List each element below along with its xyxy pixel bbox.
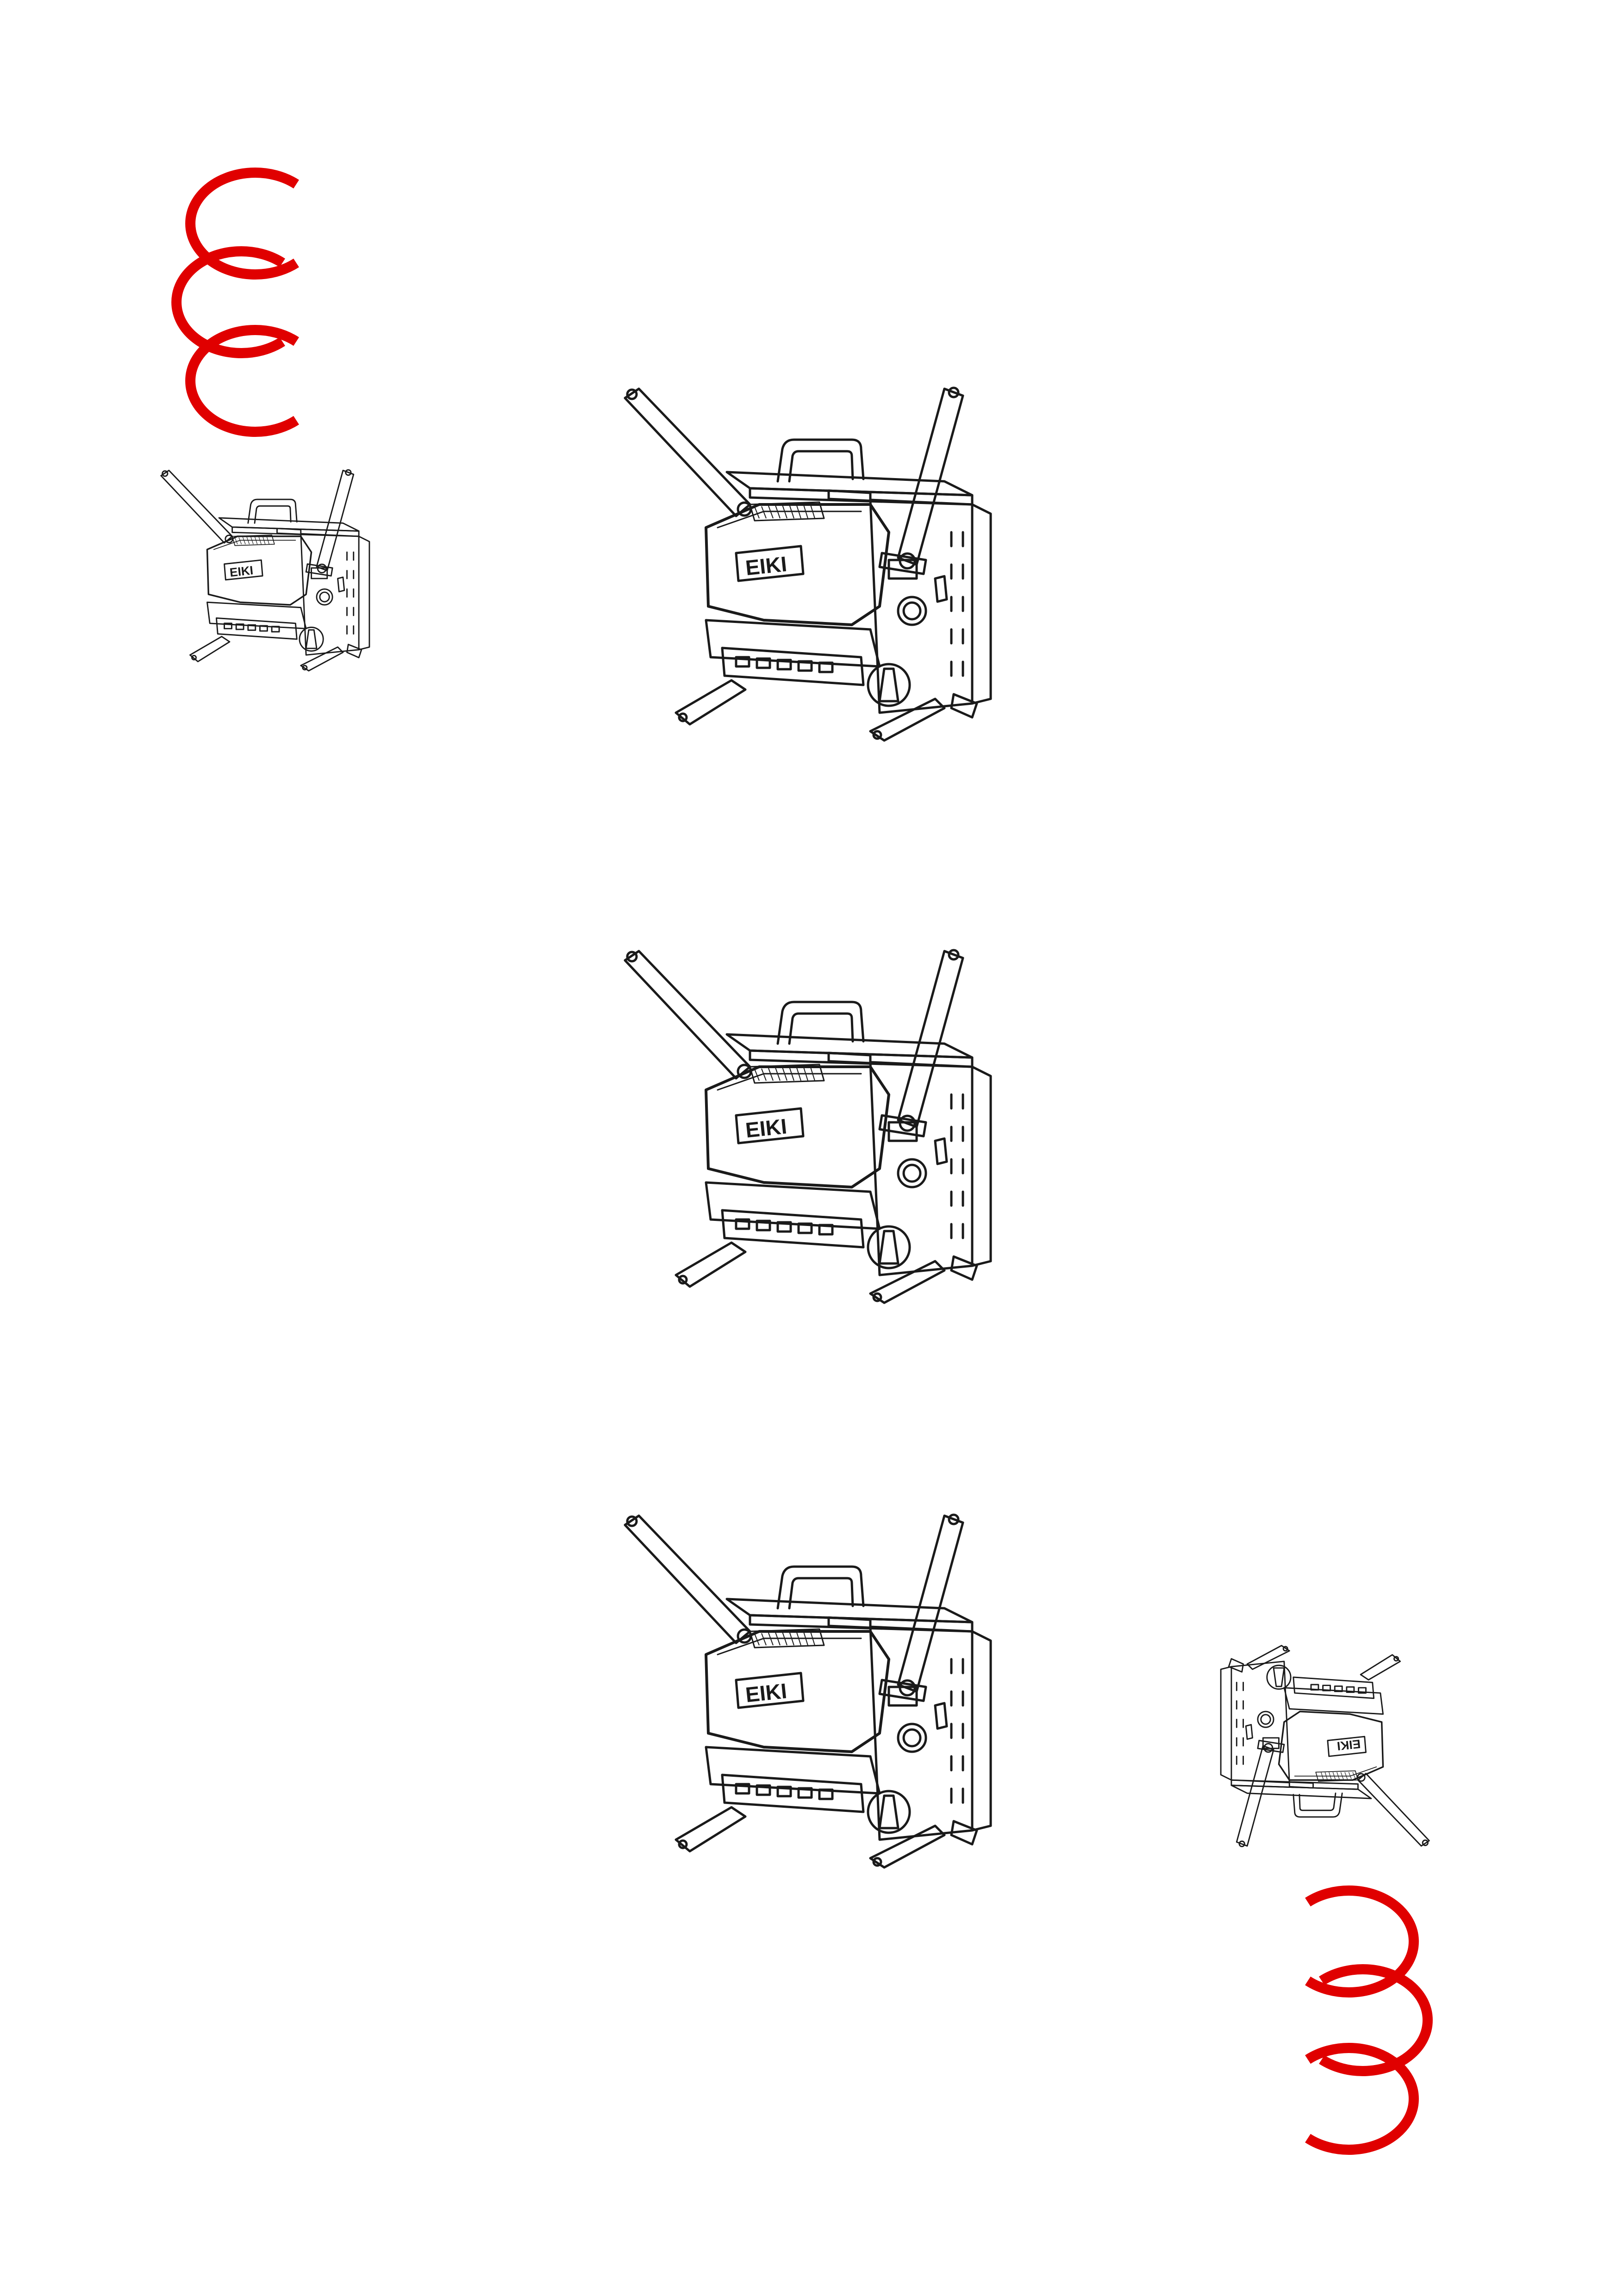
eiki-logo-bottom xyxy=(1294,1879,1447,2175)
projector-illustration-main-1 xyxy=(611,380,1000,778)
projector-illustration-small-bottom xyxy=(1220,1644,1430,1848)
projector-illustration-main-3 xyxy=(611,1506,1000,1904)
projector-illustration-main-2 xyxy=(611,942,1000,1340)
projector-illustration-small-top xyxy=(160,469,370,672)
eiki-logo-top xyxy=(157,147,310,443)
